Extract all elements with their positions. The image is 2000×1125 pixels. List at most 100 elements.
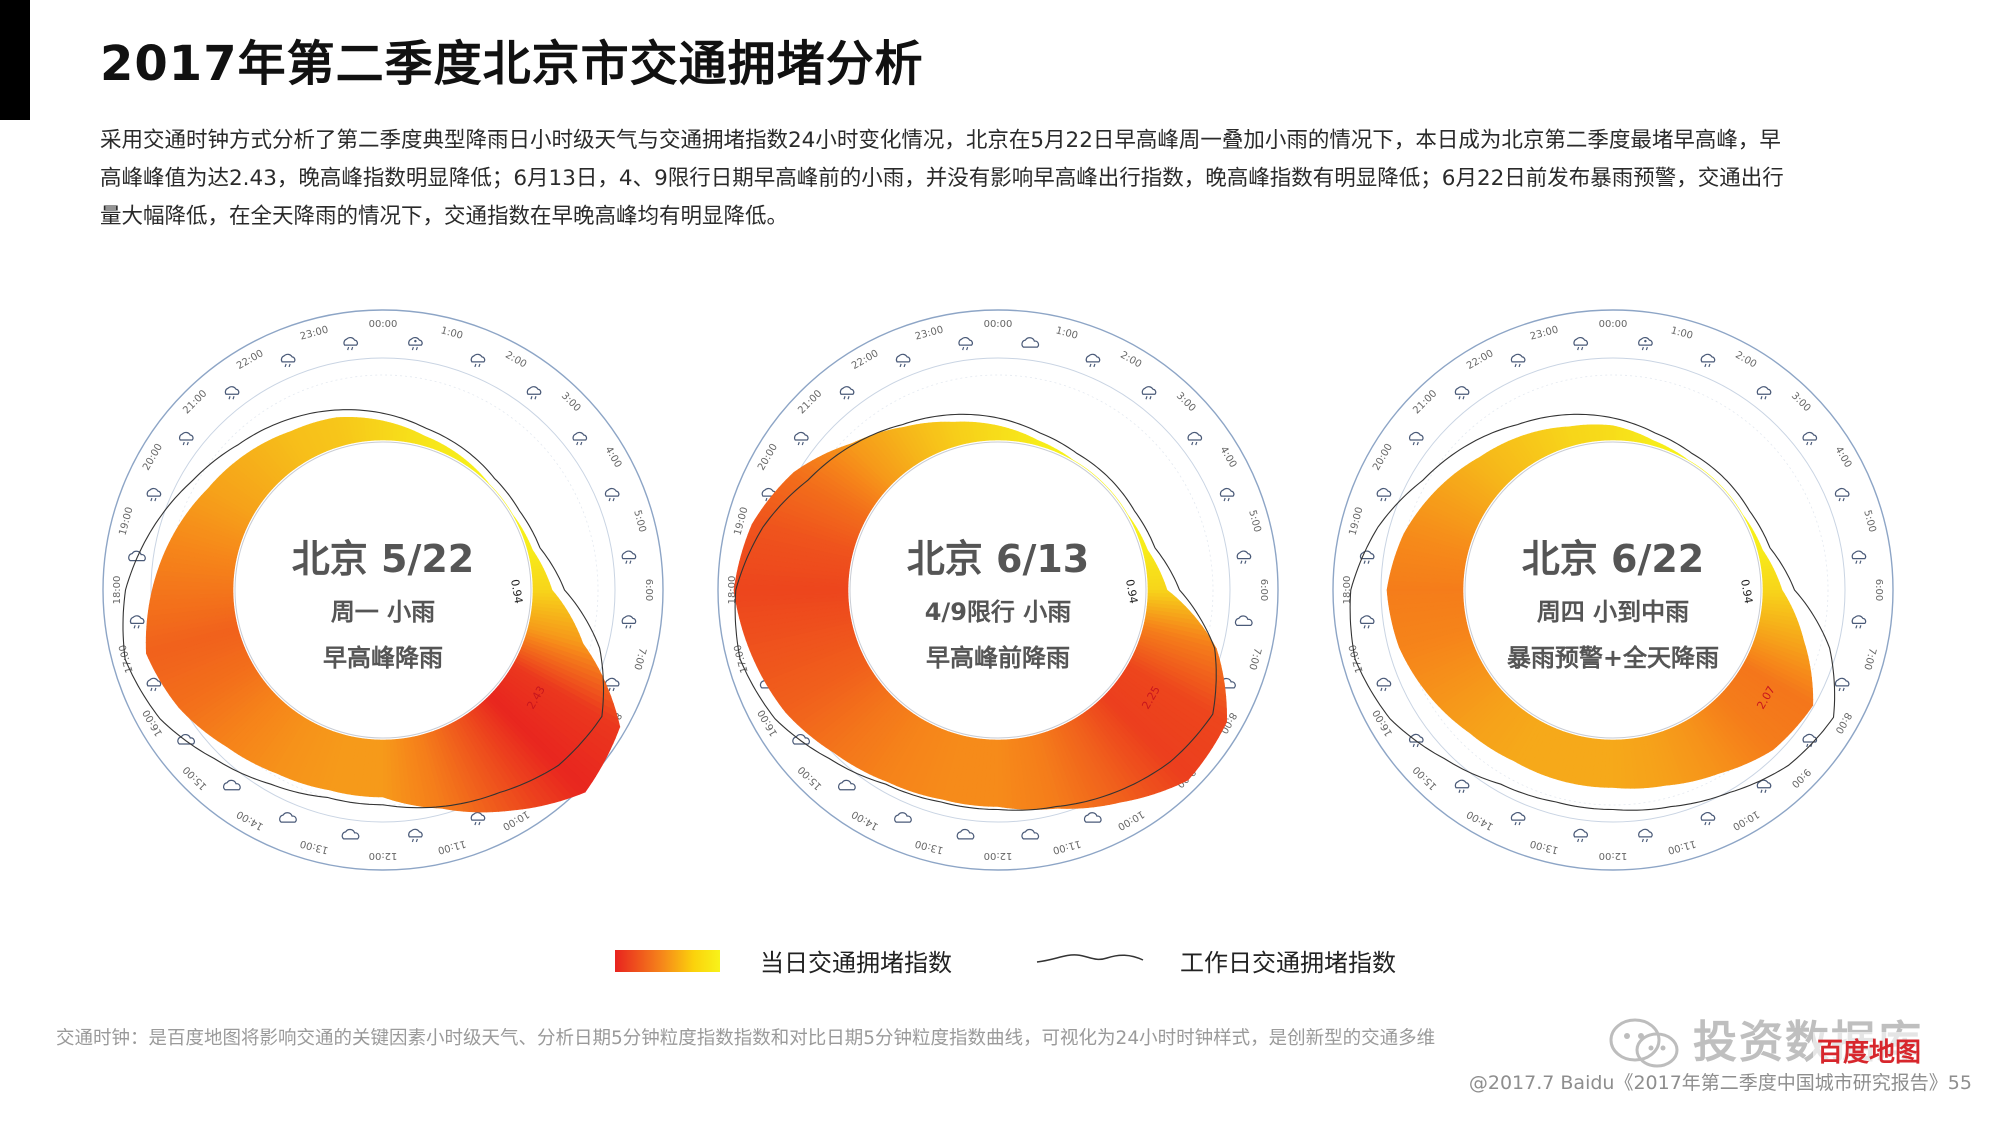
hour-tick-label: 16:00 [141,708,165,738]
congestion-wedge [1731,498,1735,502]
hour-tick-label: 22:00 [1465,348,1495,372]
center-disk [234,441,532,739]
hour-tick-label: 20:00 [1371,442,1395,472]
hour-tick-label: 16:00 [1371,708,1395,738]
congestion-wedge [1727,493,1731,497]
rain-icon [1376,487,1392,502]
rain-icon [895,353,911,368]
hour-tick-label: 10:00 [1731,808,1761,832]
rain-icon [146,677,162,692]
chart-legend: 当日交通拥堵指数 工作日交通拥堵指数 [0,940,2000,984]
congestion-wedge [1690,461,1694,464]
rain-icon [839,386,855,400]
hour-tick-label: 10:00 [501,808,531,832]
inner-ring [1380,357,1846,823]
center-disk [1464,441,1762,739]
congestion-wedge [1118,501,1122,505]
outer-ring [717,309,1279,871]
congestion-wedge [1742,514,1746,519]
rain-icon [1851,550,1867,564]
rain-icon [1638,828,1653,843]
hour-tick-label: 11:00 [1051,837,1082,855]
clock-note: 暴雨预警+全天降雨 [1507,644,1719,672]
rain-icon [1187,431,1203,446]
congestion-wedge [1091,472,1095,476]
clock-title: 北京 5/22 [292,537,474,581]
rain-icon [179,431,194,446]
rain-icon [1359,615,1375,629]
brand-logo-text: 百度地图 [1813,1032,1926,1069]
congestion-wedge [532,586,553,591]
cloudy-rain-icon [408,336,423,351]
center-disk [849,441,1147,739]
rain-icon [1510,811,1526,826]
hour-tick-label: 00:00 [369,319,398,330]
congestion-wedge [1729,495,1733,499]
inner-ring [150,357,616,823]
congestion-wedge [1698,466,1702,470]
hour-tick-label: 2:00 [503,350,528,371]
hour-tick-label: 23:00 [914,325,945,343]
intro-line: 采用交通时钟方式分析了第二季度典型降雨日小时级天气与交通拥堵指数24小时变化情况… [100,128,1781,153]
congestion-wedge [1086,468,1090,472]
cloud-icon [223,779,241,791]
rain-icon [1700,353,1716,368]
hour-tick-label: 00:00 [984,319,1013,330]
congestion-wedge [1122,506,1125,510]
hour-tick-label: 23:00 [1529,325,1560,343]
congestion-wedge [495,490,499,494]
hour-tick-label: 11:00 [1666,837,1697,855]
congestion-wedge [1124,509,1127,513]
congestion-wedge [1112,493,1116,497]
traffic-clock-charts: 00:00 1:00 2:00 3:00 4:00 5:00 6:00 7:00 8:00 9:0… [0,290,2000,890]
hour-tick-label: 22:00 [235,348,265,372]
congestion-wedge [1101,481,1105,485]
congestion-wedge [501,498,505,502]
congestion-wedge [378,419,384,441]
hour-tick-label: 11:00 [436,837,467,855]
rain-icon [794,431,809,446]
corner-accent-bar [0,0,30,120]
min-index-label: 0.94 [1738,578,1755,604]
congestion-wedge [497,493,501,497]
congestion-wedge [1693,463,1697,466]
traffic-clock-svg: 00:001:002:003:004:005:006:007:008:009:0… [102,309,664,871]
cloud-icon [792,733,810,745]
intro-line: 量大幅降低，在全天降雨的情况下，交通指数在早晚高峰均有明显降低。 [100,204,789,229]
outer-ring [1332,309,1894,871]
hour-tick-label: 19:00 [118,506,136,537]
congestion-wedge [1078,463,1082,466]
cloud-icon [956,828,975,840]
hour-tick-label: 1:00 [1054,325,1079,341]
hour-tick-label: 5:00 [1861,509,1877,534]
rain-icon [1756,779,1772,793]
hour-tick-label: 19:00 [1348,506,1366,537]
rain-icon [958,336,973,351]
cloud-icon [894,812,912,823]
clock-note: 早高峰降雨 [323,644,443,672]
hour-tick-label: 8:00 [1833,710,1854,735]
intro-paragraph: 采用交通时钟方式分析了第二季度典型降雨日小时级天气与交通拥堵指数24小时变化情况… [100,122,1910,236]
congestion-wedge [1072,459,1076,463]
hour-tick-label: 5:00 [1246,509,1262,534]
legend-today-label: 当日交通拥堵指数 [760,949,952,977]
hour-tick-label: 12:00 [369,850,398,861]
rain-icon [146,487,162,502]
today-congestion-area [145,416,621,813]
congestion-wedge [486,480,490,485]
congestion-wedge [990,423,996,441]
hour-tick-label: 18:00 [1342,576,1353,605]
congestion-wedge [1735,503,1738,507]
workday-index-line [122,409,605,809]
congestion-wedge [509,509,512,513]
congestion-wedge [1096,477,1100,480]
congestion-wedge [1106,486,1109,489]
hour-tick-label: 4:00 [1833,445,1854,470]
rain-icon [572,431,588,446]
congestion-wedge [1721,486,1724,489]
cloud-icon [1021,828,1040,840]
clock-subtitle: 4/9限行 小雨 [925,598,1072,626]
outer-ring [102,309,664,871]
page-title: 2017年第二季度北京市交通拥堵分析 [100,36,924,92]
hour-tick-label: 3:00 [1174,390,1198,414]
